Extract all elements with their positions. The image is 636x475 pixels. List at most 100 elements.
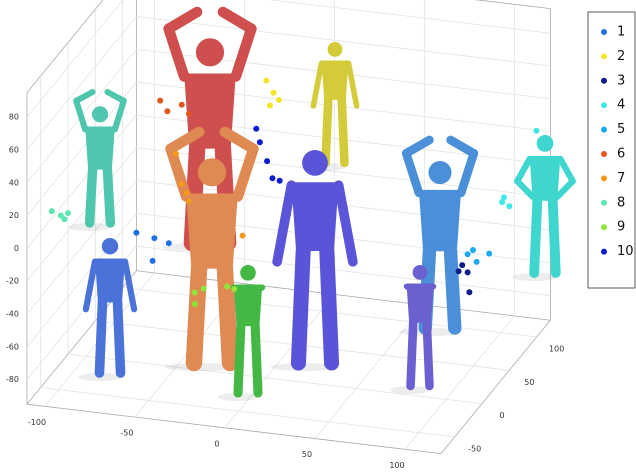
z-tick-label: 20 — [9, 211, 19, 220]
human-figure — [217, 265, 266, 401]
legend-marker — [601, 102, 607, 109]
human-figure — [512, 135, 576, 281]
figure-limb — [514, 178, 536, 200]
legend-marker — [601, 224, 607, 231]
data-point — [178, 181, 185, 188]
figure-limb — [165, 126, 205, 155]
figure-limb — [547, 195, 561, 278]
figure-shadow — [270, 363, 340, 371]
figure-limb — [112, 297, 126, 378]
legend-marker — [601, 53, 607, 60]
grid-line — [224, 294, 335, 429]
data-point — [239, 232, 246, 239]
legend-label: 10 — [617, 244, 634, 259]
data-point — [65, 210, 71, 217]
figure-limb — [104, 88, 127, 104]
data-point — [191, 300, 198, 307]
figure-limb — [82, 258, 99, 313]
figure-torso — [85, 126, 115, 170]
figure-limb — [232, 143, 259, 202]
figure-limb — [233, 321, 246, 398]
figure-limb — [121, 258, 138, 313]
y-tick-label: 0 — [499, 411, 504, 420]
grid-line — [40, 387, 455, 438]
legend-marker — [601, 151, 607, 157]
figure-limb — [337, 95, 349, 168]
data-point — [231, 286, 238, 293]
legend-label: 2 — [617, 49, 625, 64]
data-point — [200, 285, 207, 292]
grid-line — [26, 114, 137, 249]
figure-limb — [401, 149, 424, 198]
figure-limb — [557, 155, 576, 185]
axis-line — [26, 403, 442, 455]
point-layer — [48, 77, 540, 307]
figure-limb — [290, 243, 311, 371]
figure-torso — [186, 193, 238, 269]
grid-line — [136, 16, 551, 67]
data-point — [185, 110, 192, 117]
grid-line — [26, 180, 137, 315]
human-figure — [270, 150, 358, 371]
figure-limb — [230, 284, 260, 306]
data-point — [455, 268, 462, 275]
legend-label: 4 — [617, 98, 625, 113]
legend-label: 9 — [617, 220, 625, 235]
z-tick-label: -80 — [6, 375, 19, 384]
figure-limb — [111, 97, 127, 133]
legend-marker — [601, 199, 607, 206]
figure-limb — [217, 6, 257, 35]
x-tick-label: -50 — [120, 429, 133, 438]
data-point — [466, 289, 473, 296]
data-point — [157, 97, 164, 104]
data-point — [506, 203, 513, 210]
axis-line — [440, 319, 551, 454]
grid-line — [314, 304, 425, 439]
figure-head — [240, 265, 256, 281]
data-point — [275, 97, 282, 104]
data-point — [133, 229, 140, 236]
legend-box — [587, 11, 636, 289]
figure-limb — [250, 321, 263, 398]
legend-marker — [601, 77, 607, 84]
data-point — [151, 235, 158, 242]
legend-label: 7 — [617, 171, 625, 186]
data-point — [48, 208, 55, 215]
figure-limb — [403, 283, 431, 304]
grid-line — [268, 0, 551, 34]
data-point — [183, 189, 190, 196]
data-point — [464, 269, 471, 276]
legend-label: 8 — [617, 195, 625, 210]
data-point — [173, 150, 179, 157]
x-tick-label: -100 — [28, 418, 46, 427]
legend-marker — [601, 29, 607, 35]
figure-limb — [310, 60, 325, 109]
data-point — [256, 139, 263, 146]
figure-limb — [84, 164, 98, 228]
axis-line — [474, 0, 551, 10]
figure-torso — [418, 189, 462, 252]
z-tick-label: -40 — [6, 309, 19, 318]
figure-limb — [94, 297, 108, 378]
figure-limb — [219, 126, 259, 155]
figure-limb — [216, 260, 239, 372]
human-figure — [78, 238, 138, 381]
figure-limb — [514, 155, 533, 185]
grid-line — [26, 0, 124, 118]
figure-head — [101, 238, 119, 255]
figure-head — [195, 38, 225, 67]
figure-limb — [319, 243, 340, 371]
data-point — [486, 250, 493, 257]
legend-label: 1 — [617, 25, 625, 40]
data-point — [164, 108, 171, 115]
data-point — [276, 177, 283, 184]
y-tick-label: 100 — [549, 344, 564, 353]
data-point — [178, 101, 185, 108]
z-tick-label: 40 — [9, 178, 19, 187]
figure-layer — [68, 6, 576, 401]
grid-line — [26, 16, 137, 151]
figure-limb — [406, 318, 418, 391]
figure-limb — [443, 244, 462, 335]
legend-marker — [601, 126, 607, 133]
